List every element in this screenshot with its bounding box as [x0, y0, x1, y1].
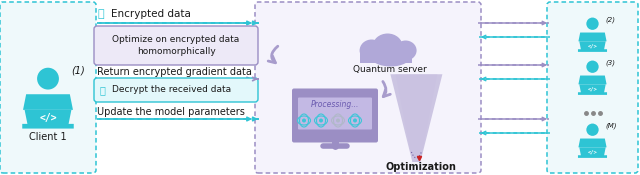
Circle shape: [302, 118, 306, 122]
FancyBboxPatch shape: [22, 124, 74, 129]
Text: 🔒: 🔒: [98, 9, 104, 19]
FancyBboxPatch shape: [298, 97, 372, 130]
Circle shape: [586, 61, 598, 73]
Text: Optimization: Optimization: [386, 162, 457, 172]
FancyBboxPatch shape: [578, 92, 607, 95]
Polygon shape: [579, 147, 605, 156]
Polygon shape: [579, 76, 607, 84]
Text: 🔑: 🔑: [100, 85, 106, 95]
Polygon shape: [579, 33, 607, 41]
Bar: [360, 51, 412, 62]
FancyArrowPatch shape: [268, 46, 278, 63]
FancyBboxPatch shape: [292, 89, 378, 142]
Text: </>: </>: [588, 149, 597, 154]
Text: </>: </>: [39, 113, 57, 123]
Text: Optimize on encrypted data
homomorphically: Optimize on encrypted data homomorphical…: [113, 35, 239, 56]
Polygon shape: [579, 139, 607, 147]
Ellipse shape: [360, 40, 383, 61]
Polygon shape: [390, 74, 442, 162]
Text: Processing...: Processing...: [311, 100, 359, 109]
Text: Encrypted data: Encrypted data: [111, 9, 191, 19]
FancyBboxPatch shape: [578, 49, 607, 52]
FancyBboxPatch shape: [94, 26, 258, 65]
Ellipse shape: [371, 47, 411, 66]
FancyBboxPatch shape: [547, 2, 638, 173]
Text: Client 1: Client 1: [29, 132, 67, 142]
Text: Decrypt the received data: Decrypt the received data: [112, 86, 231, 95]
Circle shape: [586, 124, 598, 136]
FancyBboxPatch shape: [0, 2, 96, 173]
Polygon shape: [579, 41, 605, 50]
Text: Update the model parameters: Update the model parameters: [97, 107, 245, 117]
Circle shape: [353, 118, 357, 122]
Polygon shape: [396, 74, 437, 162]
Text: </>: </>: [588, 43, 597, 48]
Text: (2): (2): [605, 16, 616, 23]
FancyArrowPatch shape: [383, 82, 390, 97]
Circle shape: [586, 18, 598, 30]
FancyBboxPatch shape: [578, 155, 607, 158]
Ellipse shape: [395, 40, 417, 61]
Circle shape: [336, 118, 340, 122]
Text: Quantum server: Quantum server: [353, 65, 426, 74]
FancyBboxPatch shape: [94, 78, 258, 102]
Polygon shape: [23, 94, 73, 110]
Ellipse shape: [372, 33, 403, 60]
Text: (1): (1): [72, 66, 85, 76]
FancyBboxPatch shape: [255, 2, 481, 173]
Text: </>: </>: [588, 86, 597, 91]
Polygon shape: [579, 84, 605, 93]
Text: (M): (M): [605, 122, 617, 129]
Circle shape: [37, 68, 59, 90]
Circle shape: [319, 118, 323, 122]
Polygon shape: [24, 110, 72, 125]
Text: Return encrypted gradient data: Return encrypted gradient data: [97, 67, 252, 77]
Text: (3): (3): [605, 59, 616, 66]
